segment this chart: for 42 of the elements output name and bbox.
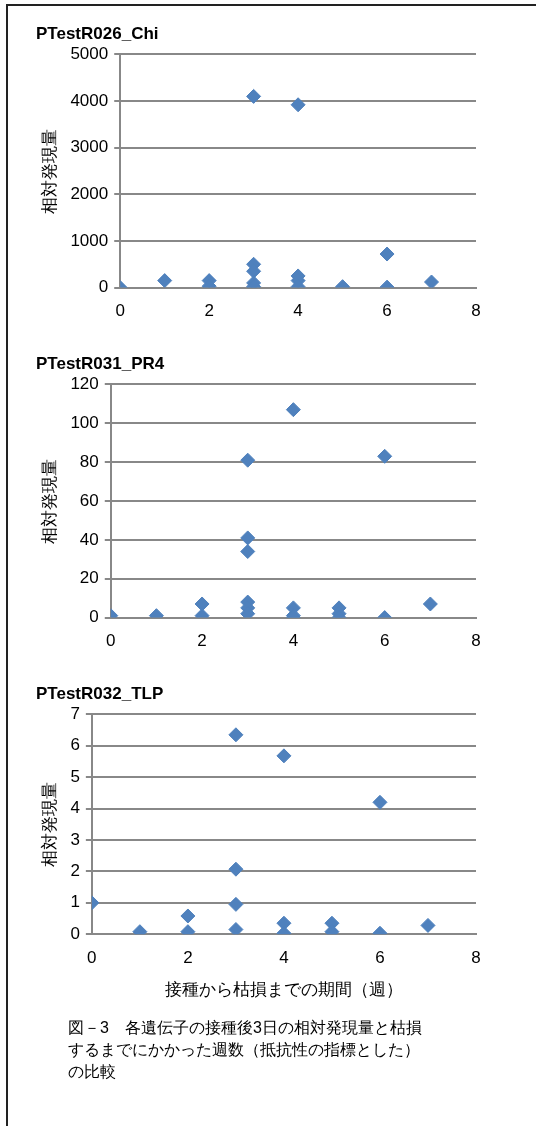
x-tick-label: 8 xyxy=(471,948,481,968)
y-axis-title: 相対発現量 xyxy=(39,781,59,867)
y-tick-label: 40 xyxy=(79,529,99,549)
y-tick-label: 100 xyxy=(70,412,99,432)
x-tick-label: 4 xyxy=(279,948,289,968)
y-tick-label: 7 xyxy=(70,704,80,724)
x-tick-label: 2 xyxy=(204,301,214,321)
y-tick-label: 1000 xyxy=(70,230,109,250)
x-tick-label: 6 xyxy=(382,301,392,321)
y-tick-label: 1 xyxy=(70,892,80,912)
x-tick-label: 2 xyxy=(183,948,193,968)
x-tick-label: 0 xyxy=(115,301,125,321)
text: 図－3 各遺伝子の接種後3日の相対発現量と枯損するまでにかかった週数（抵抗性の指標とした）の比較 xyxy=(68,1018,423,1082)
x-tick-label: 8 xyxy=(471,301,481,321)
y-tick-label: 4000 xyxy=(70,90,109,110)
y-axis-title: 相対発現量 xyxy=(39,128,59,214)
x-tick-label: 4 xyxy=(288,631,299,651)
y-tick-label: 60 xyxy=(79,490,99,510)
y-tick-label: 6 xyxy=(70,735,80,755)
x-tick-label: 4 xyxy=(293,301,303,321)
x-tick-label: 6 xyxy=(375,948,385,968)
y-tick-label: 2000 xyxy=(70,184,109,204)
chart-title: PTestR032_TLP xyxy=(36,683,164,703)
y-tick-label: 5000 xyxy=(70,44,109,64)
x-tick-label: 2 xyxy=(197,631,207,651)
y-tick-label: 20 xyxy=(79,568,99,588)
y-tick-label: 0 xyxy=(98,277,109,297)
x-axis-title: 接種から枯損までの期間（週） xyxy=(164,980,403,1000)
y-tick-label: 0 xyxy=(70,923,80,943)
y-tick-label: 5 xyxy=(70,766,80,786)
y-tick-label: 0 xyxy=(89,607,99,627)
x-tick-label: 6 xyxy=(379,631,390,651)
y-tick-label: 3000 xyxy=(70,137,109,157)
y-tick-label: 3 xyxy=(70,829,80,849)
y-tick-label: 120 xyxy=(70,374,99,394)
y-tick-label: 2 xyxy=(70,861,80,881)
chart-title: PTestR031_PR4 xyxy=(36,353,165,373)
x-tick-label: 8 xyxy=(471,631,481,651)
y-tick-label: 80 xyxy=(79,451,99,471)
chart-title: PTestR026_Chi xyxy=(36,23,159,43)
y-axis-title: 相対発現量 xyxy=(39,458,59,544)
y-tick-label: 4 xyxy=(70,798,80,818)
